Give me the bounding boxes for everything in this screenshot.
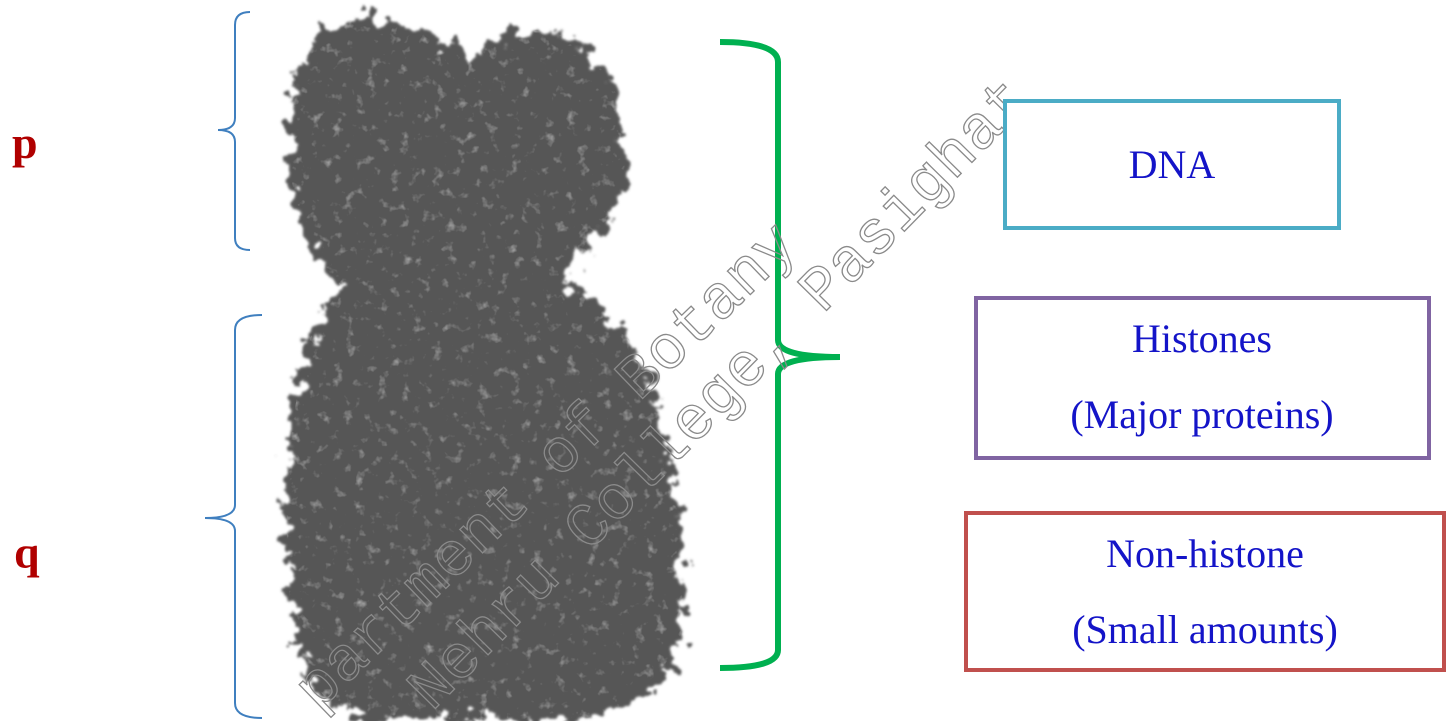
box-text: Non-histone (1106, 531, 1304, 576)
brackets (204, 11, 263, 719)
box-text: (Major proteins) (1070, 392, 1333, 437)
box-text: DNA (1129, 142, 1216, 187)
q-bracket (204, 314, 263, 719)
box-text: (Small amounts) (1072, 607, 1338, 652)
p-bracket (217, 11, 251, 251)
p-label: p (12, 117, 38, 168)
chromatin-bracket (719, 39, 841, 671)
dna-box (1003, 99, 1341, 230)
q-label: q (14, 527, 40, 578)
histones-box (974, 296, 1431, 460)
chromosome (286, 18, 683, 721)
box-text: Histones (1132, 316, 1272, 361)
non-histone-box (964, 511, 1446, 672)
